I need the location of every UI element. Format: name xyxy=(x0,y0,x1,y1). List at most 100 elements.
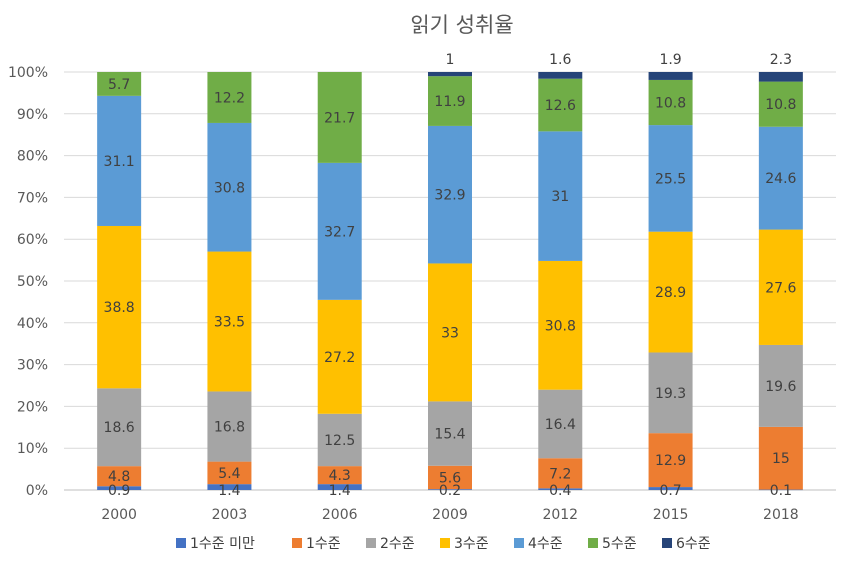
data-label: 19.3 xyxy=(655,386,686,402)
legend-label: 1수준 xyxy=(306,536,341,552)
legend-label: 4수준 xyxy=(528,536,563,552)
bar-segment xyxy=(97,95,142,226)
data-label: 16.4 xyxy=(545,417,576,433)
data-label: 0.1 xyxy=(770,483,792,499)
bar-segment xyxy=(758,126,803,230)
y-axis: 0% 10% 20% 30% 40% 50% 60% 70% 80% 90% 100% xyxy=(8,65,48,499)
bar-segment xyxy=(538,389,583,459)
y-tick-label: 10% xyxy=(17,441,48,457)
bar-segment xyxy=(648,79,693,126)
y-tick-label: 50% xyxy=(17,274,48,290)
data-label: 28.9 xyxy=(655,285,686,301)
legend-swatch xyxy=(176,538,186,548)
data-label: 5.4 xyxy=(218,466,240,482)
data-label: 4.8 xyxy=(108,469,130,485)
data-label: 27.2 xyxy=(324,350,355,366)
x-tick-label: 2012 xyxy=(542,507,578,523)
x-axis: 2000 2003 2006 2009 2012 2015 2018 xyxy=(101,507,798,523)
data-label: 10.8 xyxy=(655,96,686,112)
data-label: 1.4 xyxy=(329,483,351,499)
data-label: 15.4 xyxy=(434,427,465,443)
bar-segment xyxy=(97,388,142,467)
data-label: 12.6 xyxy=(545,98,576,114)
x-tick-label: 2018 xyxy=(763,507,799,523)
bar-segment xyxy=(428,263,472,402)
y-tick-label: 30% xyxy=(17,358,48,374)
bar-segment xyxy=(538,458,583,489)
legend: 1수준 미만 1수준 2수준 3수준 4수준 5수준 6수준 xyxy=(176,536,711,552)
bar-segment xyxy=(207,72,252,123)
data-label: 10.8 xyxy=(765,97,796,113)
legend-label: 6수준 xyxy=(676,536,711,552)
bar-segment xyxy=(538,131,583,261)
x-tick-label: 2015 xyxy=(653,507,689,523)
bar-segment xyxy=(648,72,693,80)
data-label: 0.7 xyxy=(659,483,681,499)
data-label: 5.6 xyxy=(439,470,461,486)
data-label: 21.7 xyxy=(324,110,355,126)
y-tick-label: 60% xyxy=(17,232,48,248)
legend-label: 3수준 xyxy=(454,536,489,552)
data-label: 15 xyxy=(772,451,790,467)
bar-segment xyxy=(758,229,803,345)
data-label: 30.8 xyxy=(545,318,576,334)
data-label: 32.7 xyxy=(324,224,355,240)
data-label: 30.8 xyxy=(214,180,245,196)
bar-segment xyxy=(428,489,472,490)
legend-swatch xyxy=(366,538,376,548)
bar-segment xyxy=(207,122,252,252)
bar-segment xyxy=(538,78,583,132)
data-label: 16.8 xyxy=(214,420,245,436)
y-tick-label: 90% xyxy=(17,107,48,123)
data-label: 33.5 xyxy=(214,315,245,331)
data-label: 18.6 xyxy=(104,420,135,436)
legend-label: 5수준 xyxy=(602,536,637,552)
y-tick-label: 70% xyxy=(17,190,48,206)
y-tick-label: 40% xyxy=(17,316,48,332)
legend-swatch xyxy=(514,538,524,548)
data-label: 32.9 xyxy=(434,188,465,204)
data-label: 1.9 xyxy=(659,52,681,68)
bar-segment xyxy=(538,488,583,490)
data-label: 38.8 xyxy=(104,300,135,316)
data-label: 12.2 xyxy=(214,90,245,106)
data-label: 2.3 xyxy=(770,52,792,68)
data-label: 24.6 xyxy=(765,171,796,187)
data-label: 1.4 xyxy=(218,483,240,499)
x-tick-label: 2003 xyxy=(212,507,248,523)
data-label: 19.6 xyxy=(765,379,796,395)
bar-segment xyxy=(317,484,362,490)
x-tick-label: 2006 xyxy=(322,507,358,523)
bar-segment xyxy=(428,125,472,264)
bar-segment xyxy=(648,487,693,490)
data-label: 1.6 xyxy=(549,52,571,68)
data-label: 0.2 xyxy=(439,483,461,499)
legend-label: 1수준 미만 xyxy=(190,536,255,552)
chart-title: 읽기 성취율 xyxy=(410,13,513,37)
data-label: 5.7 xyxy=(108,77,130,93)
bar-segment xyxy=(97,72,142,96)
x-tick-label: 2009 xyxy=(432,507,468,523)
bar-segment xyxy=(207,461,252,485)
data-label: 27.6 xyxy=(765,280,796,296)
x-tick-label: 2000 xyxy=(101,507,137,523)
data-label: 1 xyxy=(446,52,455,68)
bar-segment xyxy=(97,466,142,487)
bars xyxy=(97,72,803,491)
bar-segment xyxy=(317,72,362,163)
bar-segment xyxy=(428,465,472,490)
data-label: 33 xyxy=(441,325,459,341)
bar-segment xyxy=(428,401,472,466)
bar-segment xyxy=(758,489,803,491)
bar-segment xyxy=(758,81,803,127)
bar-segment xyxy=(648,433,693,488)
data-label: 0.9 xyxy=(108,483,130,499)
data-label: 12.9 xyxy=(655,453,686,469)
bar-segment xyxy=(317,466,362,485)
data-label: 25.5 xyxy=(655,171,686,187)
bar-segment xyxy=(97,225,142,389)
data-label: 11.9 xyxy=(434,94,465,110)
bar-segment xyxy=(758,344,803,427)
bar-segment xyxy=(207,251,252,392)
y-tick-label: 80% xyxy=(17,149,48,165)
